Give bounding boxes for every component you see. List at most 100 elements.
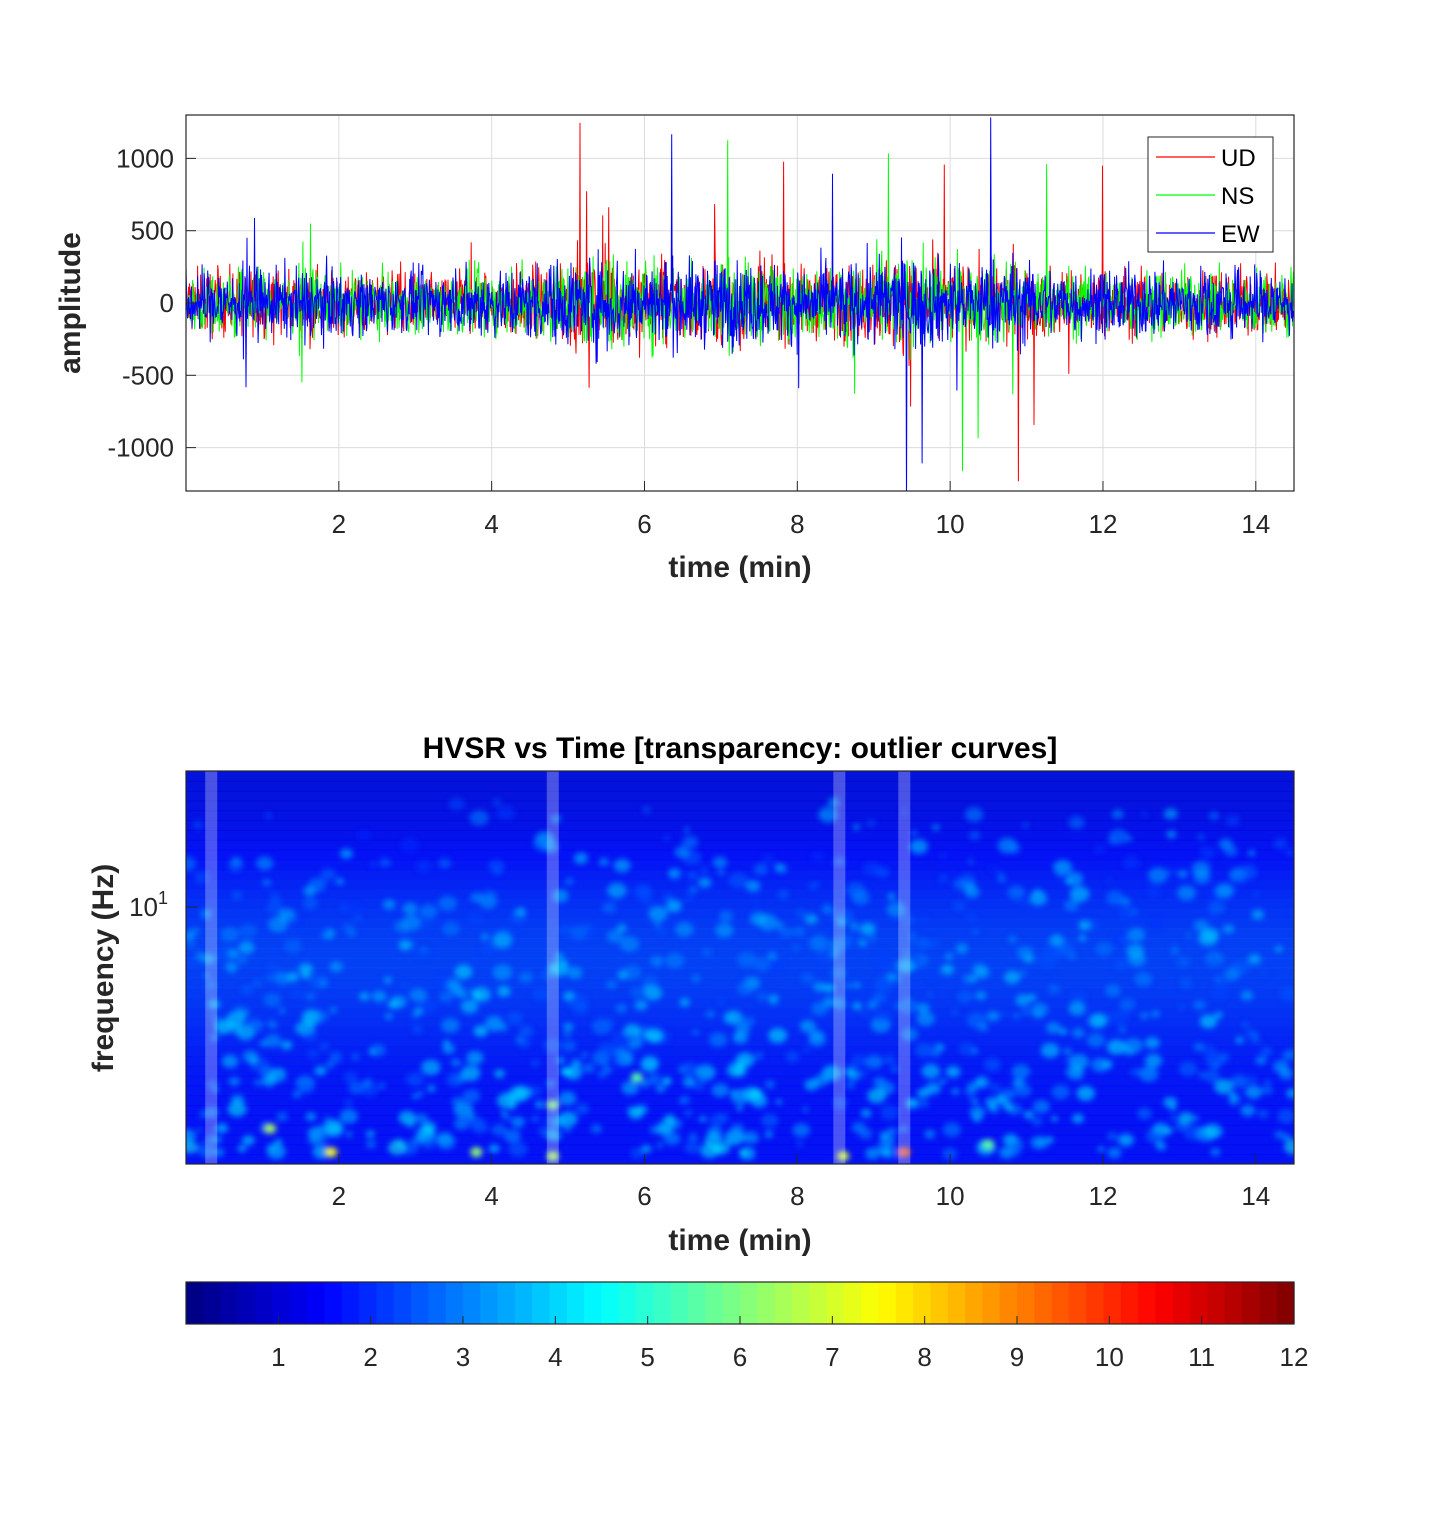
- hvsr-peak: [368, 1049, 376, 1055]
- hvsr-peak: [726, 1063, 744, 1078]
- hvsr-peak: [1247, 849, 1256, 856]
- colorbar-cell: [1068, 1282, 1087, 1324]
- colorbar-cell: [740, 1282, 758, 1324]
- hvsr-peak: [1068, 1001, 1086, 1016]
- hvsr-peak: [738, 1149, 748, 1157]
- hvsr-peak: [186, 1128, 196, 1144]
- hvsr-peak: [1127, 927, 1146, 942]
- hvsr-peak: [921, 1063, 941, 1079]
- hvsr-peak: [825, 925, 833, 932]
- colorbar-cell: [653, 1282, 672, 1324]
- hvsr-peak: [901, 1027, 919, 1042]
- hvsr-peak: [860, 1108, 872, 1118]
- hvsr-peak: [709, 1032, 728, 1048]
- hvsr-peak: [467, 1089, 482, 1101]
- hvsr-peak: [1065, 1056, 1074, 1064]
- hvsr-peak: [875, 866, 890, 878]
- hvsr-peak: [286, 971, 299, 982]
- hvsr-peak: [518, 1038, 530, 1048]
- hvsr-peak: [1210, 1147, 1221, 1157]
- hvsr-peak: [643, 985, 663, 1001]
- hvsr-peak: [568, 994, 589, 1010]
- hvsr-peak: [1078, 935, 1087, 942]
- legend-label-ew: EW: [1221, 221, 1260, 248]
- colorbar-cell: [497, 1282, 516, 1324]
- hvsr-peak: [211, 1125, 220, 1133]
- hvsr-peak: [492, 798, 502, 806]
- hvsr-row-shade: [186, 928, 1294, 940]
- hvsr-hot-peak: [982, 1139, 995, 1150]
- hvsr-peak: [390, 995, 407, 1009]
- hvsr-peak: [1118, 1133, 1134, 1147]
- hvsr-peak: [464, 1062, 476, 1071]
- hvsr-peak: [1203, 1123, 1223, 1139]
- hvsr-row-shade: [186, 918, 1294, 930]
- colorbar-cell: [272, 1282, 291, 1324]
- colorbar-cell: [930, 1282, 949, 1324]
- hvsr-peak: [1170, 944, 1179, 952]
- hvsr-peak: [1232, 878, 1245, 888]
- hvsr-peak: [210, 1034, 219, 1041]
- hvsr-outlier-band: [898, 771, 911, 1164]
- hvsr-peak: [656, 927, 667, 937]
- hvsr-peak: [198, 1111, 208, 1119]
- hvsr-peak: [339, 848, 353, 859]
- hvsr-peak: [1011, 1064, 1031, 1080]
- hvsr-peak: [1018, 900, 1028, 908]
- hvsr-peak: [266, 900, 283, 914]
- colorbar-cell: [791, 1282, 810, 1324]
- hvsr-peak: [764, 1080, 776, 1089]
- hvsr-peak: [743, 1016, 756, 1027]
- hvsr-peak: [753, 863, 769, 876]
- colorbar-tick-label: 11: [1188, 1342, 1215, 1372]
- hvsr-peak: [318, 926, 331, 937]
- hvsr-peak: [1193, 999, 1207, 1011]
- hvsr-peak: [811, 850, 826, 863]
- hvsr-peak: [509, 1104, 516, 1110]
- hvsr-peak: [960, 873, 976, 885]
- hvsr-peak: [1120, 897, 1131, 906]
- hvsr-peak: [410, 1016, 418, 1022]
- hvsr-peak: [635, 884, 653, 899]
- hvsr-peak: [995, 1094, 1008, 1105]
- hvsr-peak: [467, 912, 483, 926]
- waveform-x-tick-label: 6: [637, 509, 651, 539]
- hvsr-peak: [1166, 830, 1177, 839]
- hvsr-peak: [915, 1043, 934, 1058]
- hvsr-peak: [196, 1127, 204, 1134]
- hvsr-peak: [845, 982, 853, 989]
- hvsr-peak: [902, 913, 917, 925]
- waveform-x-tick-label: 4: [484, 509, 498, 539]
- hvsr-peak: [1150, 1010, 1160, 1018]
- hvsr-hot-peak: [470, 1147, 483, 1158]
- hvsr-peak: [1068, 816, 1085, 830]
- hvsr-peak: [634, 999, 648, 1011]
- hvsr-peak: [688, 1133, 699, 1142]
- hvsr-peak: [898, 998, 918, 1014]
- hvsr-peak: [951, 1009, 958, 1015]
- hvsr-peak: [1022, 822, 1029, 828]
- hvsr-peak: [1149, 918, 1164, 930]
- hvsr-peak: [1179, 977, 1193, 989]
- hvsr-peak: [220, 927, 239, 942]
- hvsr-peak: [1137, 1107, 1152, 1120]
- hvsr-peak: [421, 1121, 437, 1134]
- hvsr-peak: [256, 856, 274, 871]
- colorbar-cell: [1259, 1282, 1278, 1324]
- hvsr-peak: [1032, 1099, 1050, 1114]
- colorbar-cells: [186, 1282, 1295, 1324]
- hvsr-peak: [1144, 1053, 1163, 1068]
- hvsr-peak: [692, 1079, 706, 1091]
- hvsr-peak: [253, 1079, 263, 1087]
- hvsr-peak: [975, 991, 987, 1001]
- hvsr-peak: [1245, 1085, 1262, 1099]
- hvsr-peak: [1097, 1146, 1105, 1152]
- hvsr-peak: [342, 923, 355, 933]
- hvsr-peak: [590, 1124, 602, 1134]
- hvsr-peak: [466, 1051, 484, 1065]
- hvsr-peak: [326, 1061, 335, 1069]
- hvsr-peak: [613, 858, 631, 873]
- hvsr-peak: [732, 1031, 749, 1044]
- hvsr-peak: [1206, 955, 1221, 968]
- hvsr-peak: [700, 866, 708, 873]
